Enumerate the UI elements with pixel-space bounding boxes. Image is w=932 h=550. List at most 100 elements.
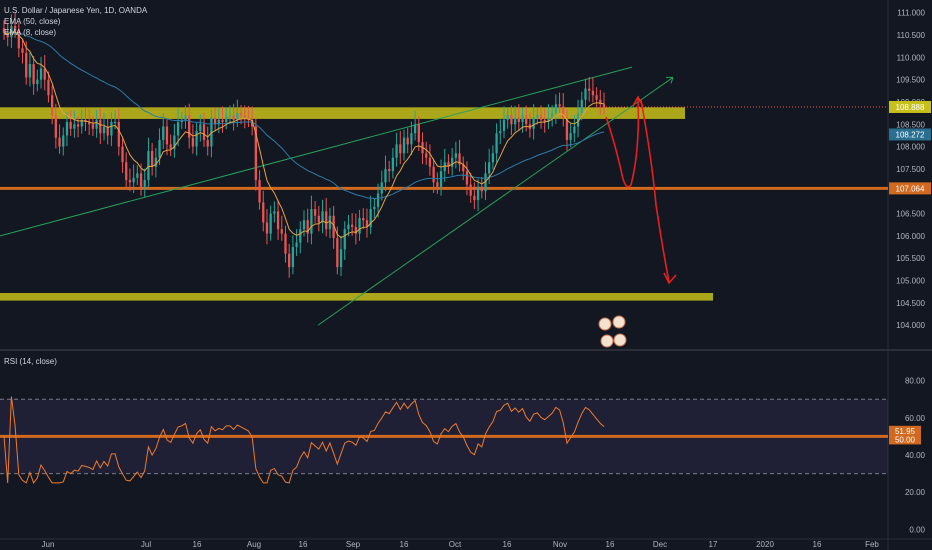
candle-body — [491, 153, 495, 163]
candle-body — [317, 215, 320, 223]
candle-body — [565, 117, 569, 140]
candle-body — [428, 157, 432, 167]
candle-body — [69, 122, 72, 129]
time-tick-label: Sep — [346, 540, 361, 549]
price-label — [889, 128, 931, 141]
symbol-legend[interactable]: U.S. Dollar / Japanese Yen, 1D, OANDA — [4, 6, 148, 15]
support-resistance-zone — [0, 107, 685, 119]
candle-body — [599, 99, 602, 105]
candle-body — [451, 157, 454, 167]
candle-body — [325, 211, 328, 230]
rsi-value-label-text: 51.95 — [895, 427, 916, 436]
time-tick-label: Jul — [141, 540, 151, 549]
candle-body — [291, 247, 295, 268]
candle-body — [521, 115, 524, 123]
candle-body — [225, 115, 228, 123]
projection-arrow-head — [663, 272, 677, 285]
price-tick-label: 104.500 — [896, 299, 925, 308]
candle-body — [258, 180, 261, 203]
candle-body — [191, 137, 195, 147]
price-tick-label: 108.000 — [896, 143, 925, 152]
candle-body — [251, 119, 254, 127]
rsi-value-label — [889, 434, 921, 445]
candle-body — [51, 95, 54, 116]
candle-body — [2, 28, 6, 33]
time-tick-label: 16 — [503, 540, 512, 549]
candle-body — [554, 104, 557, 114]
candle-body — [113, 122, 117, 124]
event-icon — [598, 317, 612, 331]
candle-body — [54, 115, 57, 138]
candle-body — [551, 113, 554, 118]
candle-body — [454, 153, 457, 158]
candle-body — [513, 117, 517, 125]
time-tick-label: 16 — [813, 540, 822, 549]
candle-body — [254, 126, 257, 181]
candle-body — [299, 229, 302, 243]
candle-body — [217, 119, 220, 125]
candle-body — [236, 113, 239, 120]
candle-body — [139, 173, 143, 187]
candle-body — [484, 173, 487, 192]
candle-body — [232, 115, 235, 120]
candle-body — [213, 117, 217, 125]
ema-8-legend[interactable]: EMA (8, close) — [4, 28, 57, 37]
price-axis: 111.000110.500110.000109.500109.000108.5… — [896, 9, 925, 330]
candle-body — [195, 130, 198, 147]
candle-body — [480, 186, 483, 192]
candle-body — [506, 115, 509, 120]
candle-body — [343, 229, 346, 250]
event-icon — [612, 315, 626, 329]
rsi-value-label — [889, 425, 921, 436]
candle-body — [391, 157, 395, 172]
candle-body — [176, 122, 180, 136]
candle-body — [276, 211, 280, 230]
time-axis: Jun Jul 16 Aug 16 Sep 16 Oct 16 Nov 16 Dec 17 2020 16 F… — [42, 540, 880, 549]
candle-body — [65, 122, 69, 136]
time-tick-label: Aug — [247, 540, 261, 549]
candle-body — [354, 226, 357, 234]
candle-body — [36, 79, 39, 85]
candle-body — [121, 146, 124, 163]
price-tick-label: 105.500 — [896, 254, 925, 263]
candle-body — [73, 124, 76, 129]
candle-body — [306, 220, 309, 234]
candle-body — [406, 137, 409, 145]
time-tick-label: 16 — [400, 540, 409, 549]
candle-body — [13, 26, 17, 31]
candle-body — [532, 117, 535, 129]
candle-body — [110, 122, 113, 136]
candle-body — [47, 79, 50, 96]
time-tick-label: 17 — [709, 540, 718, 549]
candle-body — [465, 171, 469, 185]
rsi-tick-label: 60.00 — [905, 414, 926, 423]
candle-body — [373, 206, 376, 210]
price-label — [889, 182, 931, 195]
ema-50-legend[interactable]: EMA (50, close) — [4, 17, 61, 26]
candle-body — [502, 119, 506, 131]
candle-body — [558, 104, 561, 107]
candle-body — [95, 119, 98, 129]
rsi-legend[interactable]: RSI (14, close) — [4, 357, 57, 366]
price-tick-label: 107.500 — [896, 165, 925, 174]
candle-body — [425, 153, 428, 158]
candle-body — [476, 186, 480, 201]
candle-body — [525, 115, 528, 125]
candle-body — [395, 144, 398, 158]
candle-body — [302, 220, 306, 230]
candle-body — [488, 162, 491, 174]
candle-body — [147, 151, 150, 181]
candle-body — [102, 126, 106, 134]
rsi-tick-label: 80.00 — [905, 377, 926, 386]
candle-body — [117, 122, 120, 147]
trend-line — [0, 66, 633, 237]
candle-body — [262, 202, 265, 223]
price-tick-label: 109.500 — [896, 76, 925, 85]
candle-body — [25, 52, 28, 78]
price-label-text: 107.064 — [896, 184, 925, 193]
time-tick-label: Nov — [553, 540, 567, 549]
candle-body — [358, 218, 361, 234]
candle-body — [321, 211, 324, 223]
candle-body — [436, 182, 439, 187]
